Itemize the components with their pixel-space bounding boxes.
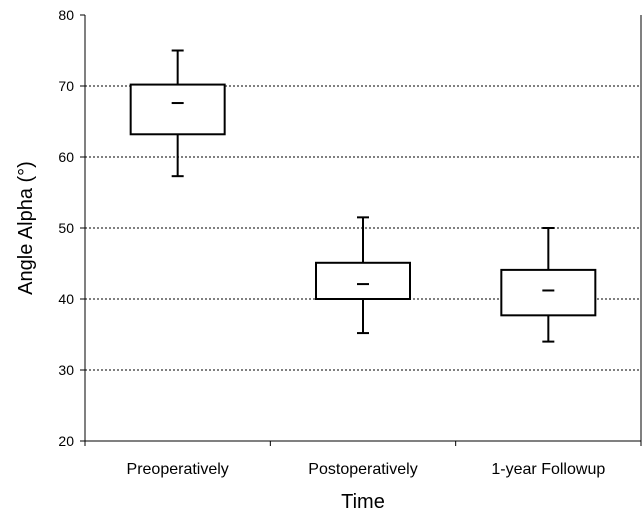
box-group (315, 216, 411, 335)
box-iqr (500, 268, 597, 317)
box-iqr (315, 261, 411, 301)
y-axis-title: Angle Alpha (°) (15, 161, 37, 295)
x-category-label: Preoperatively (127, 461, 229, 478)
x-category-label: Postoperatively (308, 461, 417, 478)
y-tick-label: 30 (58, 362, 74, 378)
y-tick-label: 80 (58, 7, 74, 23)
box-series (129, 49, 597, 343)
y-tick-label: 50 (58, 220, 74, 236)
box-iqr (129, 83, 226, 136)
y-tick-label: 20 (58, 433, 74, 449)
box-group (129, 49, 226, 178)
y-tick-labels: 20 30 40 50 60 70 80 (58, 7, 642, 449)
y-tick-label: 60 (58, 149, 74, 165)
box-group (500, 227, 597, 343)
y-tick-label: 40 (58, 291, 74, 307)
x-category-labels: Preoperatively Postoperatively 1-year Foll… (127, 461, 606, 478)
y-tick-label: 70 (58, 78, 74, 94)
x-axis-title: Time (341, 491, 385, 513)
x-category-label: 1-year Followup (491, 461, 605, 478)
